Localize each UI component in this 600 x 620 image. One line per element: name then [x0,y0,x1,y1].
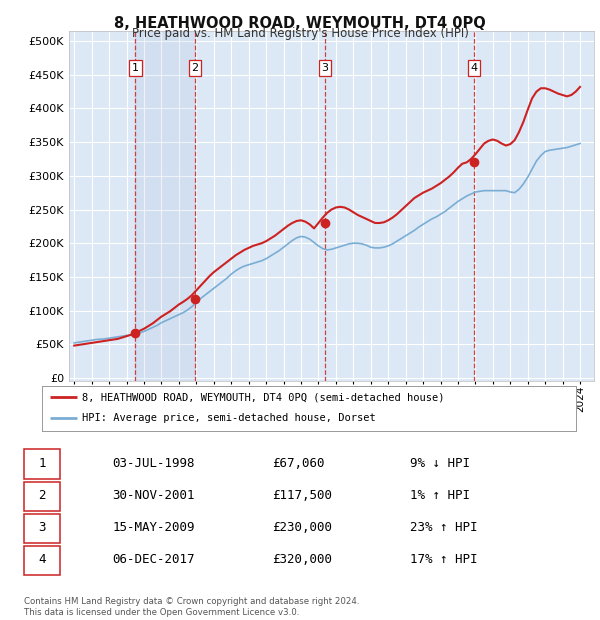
Text: 2: 2 [38,489,46,502]
Text: 23% ↑ HPI: 23% ↑ HPI [410,521,478,534]
Bar [135,31,195,381]
Text: 30-NOV-2001: 30-NOV-2001 [112,489,195,502]
Text: HPI: Average price, semi-detached house, Dorset: HPI: Average price, semi-detached house,… [82,414,376,423]
Text: 9% ↓ HPI: 9% ↓ HPI [410,457,470,470]
Text: Contains HM Land Registry data © Crown copyright and database right 2024.
This d: Contains HM Land Registry data © Crown c… [24,598,359,617]
Text: 15-MAY-2009: 15-MAY-2009 [112,521,195,534]
Text: 8, HEATHWOOD ROAD, WEYMOUTH, DT4 0PQ (semi-detached house): 8, HEATHWOOD ROAD, WEYMOUTH, DT4 0PQ (se… [82,392,445,402]
Text: £320,000: £320,000 [272,553,332,566]
Text: 2: 2 [191,63,199,73]
Text: 1: 1 [132,63,139,73]
FancyBboxPatch shape [24,513,60,542]
Text: 1: 1 [38,457,46,470]
FancyBboxPatch shape [24,546,60,575]
Text: 17% ↑ HPI: 17% ↑ HPI [410,553,478,566]
Text: 1% ↑ HPI: 1% ↑ HPI [410,489,470,502]
Text: 8, HEATHWOOD ROAD, WEYMOUTH, DT4 0PQ: 8, HEATHWOOD ROAD, WEYMOUTH, DT4 0PQ [114,16,486,30]
Text: 03-JUL-1998: 03-JUL-1998 [112,457,195,470]
Text: 06-DEC-2017: 06-DEC-2017 [112,553,195,566]
Text: £117,500: £117,500 [272,489,332,502]
Text: £230,000: £230,000 [272,521,332,534]
Text: 4: 4 [38,553,46,566]
Text: 3: 3 [322,63,328,73]
Text: 3: 3 [38,521,46,534]
FancyBboxPatch shape [24,450,60,479]
Text: Price paid vs. HM Land Registry's House Price Index (HPI): Price paid vs. HM Land Registry's House … [131,27,469,40]
Text: £67,060: £67,060 [272,457,325,470]
Text: 4: 4 [470,63,478,73]
FancyBboxPatch shape [24,482,60,511]
